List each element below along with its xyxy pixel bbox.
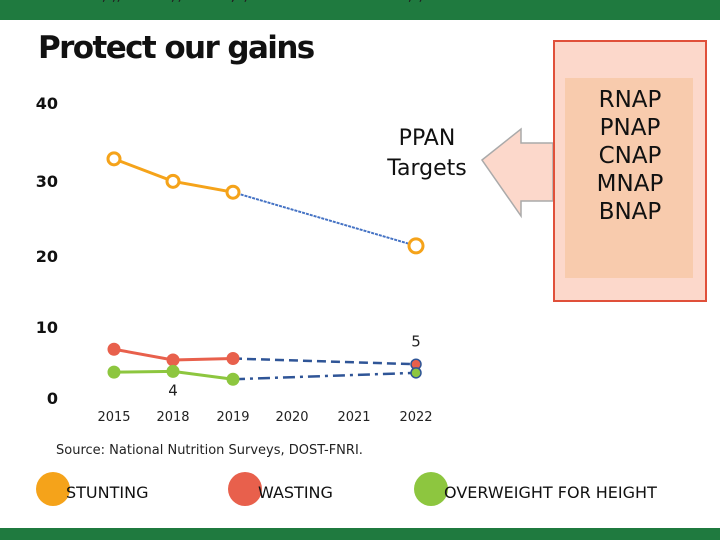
legend-marker (414, 472, 448, 506)
data-label: 2,9 (221, 0, 245, 4)
plan-item: PNAP (599, 115, 661, 141)
data-label: 4 (168, 381, 178, 399)
data-label: 21,4 (399, 0, 432, 4)
plan-item: CNAP (598, 143, 662, 169)
y-tick-label: 30 (36, 172, 58, 191)
data-point (225, 184, 241, 200)
data-label: 5,6 (161, 0, 185, 4)
plans-panel (565, 78, 693, 278)
data-point (165, 173, 181, 189)
series-target-line (232, 191, 417, 247)
x-tick-label: 2020 (275, 410, 308, 425)
data-point (166, 353, 180, 367)
data-label: 7,1 (102, 0, 126, 4)
targets-line-1: PPAN (398, 126, 456, 151)
data-point (166, 364, 180, 378)
y-tick-label: 40 (36, 94, 58, 113)
data-point (226, 352, 240, 366)
data-point (107, 365, 121, 379)
legend-label: WASTING (258, 483, 333, 502)
data-point (106, 151, 122, 167)
data-label: 28,8 (224, 0, 257, 4)
top-accent-bar (0, 0, 720, 20)
target-point (410, 367, 422, 379)
data-point (226, 372, 240, 386)
data-point (107, 342, 121, 356)
ppan-targets-label: PPAN Targets (374, 124, 480, 184)
x-tick-label: 2021 (337, 410, 370, 425)
x-tick-label: 2019 (216, 410, 249, 425)
data-label: 3,8 (398, 0, 422, 4)
x-tick-label: 2022 (399, 410, 432, 425)
x-tick-label: 2015 (97, 410, 130, 425)
series-target-line (232, 371, 417, 381)
legend-label: OVERWEIGHT FOR HEIGHT (444, 483, 657, 502)
legend-marker (228, 472, 262, 506)
plan-item: BNAP (598, 199, 662, 225)
legend-label: STUNTING (66, 483, 149, 502)
data-label: 30,3 (158, 0, 191, 4)
x-tick-label: 2018 (156, 410, 189, 425)
source-note: Source: National Nutrition Surveys, DOST… (56, 443, 363, 458)
plans-list: RNAP PNAP CNAP MNAP BNAP (555, 86, 705, 226)
y-tick-label: 10 (36, 318, 58, 337)
nutrition-plans-callout: RNAP PNAP CNAP MNAP BNAP (553, 40, 707, 302)
slide-title: Protect our gains (38, 30, 315, 66)
data-label: 5,8 (221, 0, 245, 4)
plan-item: MNAP (596, 171, 664, 197)
series-target-line (232, 357, 417, 366)
plan-item: RNAP (598, 87, 662, 113)
data-label: 33,4 (97, 0, 130, 4)
bottom-accent-bar (0, 528, 720, 540)
callout-arrow (480, 127, 554, 219)
target-point (407, 237, 425, 255)
legend-marker (36, 472, 70, 506)
y-tick-label: 20 (36, 247, 58, 266)
targets-line-2: Targets (387, 156, 467, 181)
data-label: 5 (411, 332, 421, 350)
data-label: 3,9 (92, 0, 116, 4)
y-tick-label: 0 (47, 389, 58, 408)
